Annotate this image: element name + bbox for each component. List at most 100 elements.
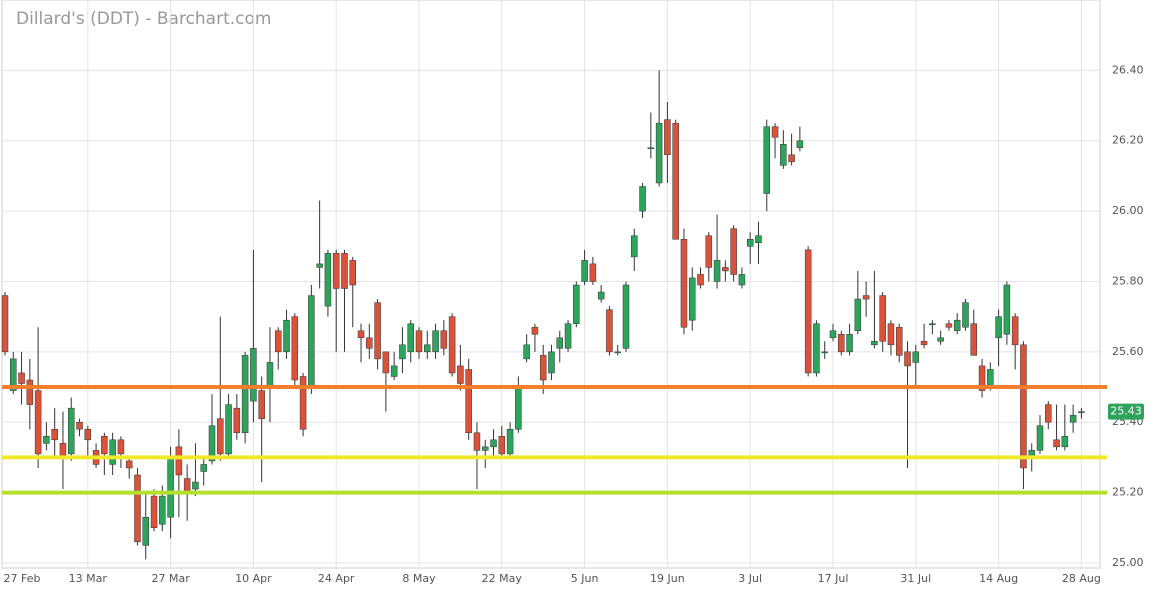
candle-body bbox=[457, 365, 464, 384]
candle-body bbox=[316, 263, 323, 268]
candle-body bbox=[879, 295, 886, 342]
candle-body bbox=[374, 302, 381, 360]
candle-body bbox=[573, 284, 580, 324]
candle-body bbox=[962, 302, 969, 328]
candle-body bbox=[680, 239, 688, 328]
candle-body bbox=[225, 404, 232, 455]
candle-body bbox=[208, 425, 216, 462]
candle-body bbox=[713, 260, 721, 282]
candle-body bbox=[473, 432, 481, 451]
candle-body bbox=[738, 274, 746, 286]
x-tick-label: 27 Mar bbox=[151, 572, 190, 585]
candle-body bbox=[606, 309, 613, 353]
candle-body bbox=[755, 235, 762, 244]
candle-body bbox=[953, 319, 961, 331]
candle-body bbox=[945, 323, 953, 328]
y-tick-label: 26.20 bbox=[1112, 134, 1144, 147]
candle-body bbox=[821, 351, 828, 354]
x-tick-label: 14 Aug bbox=[979, 572, 1018, 585]
candle-body bbox=[871, 341, 878, 346]
candle-body bbox=[26, 379, 34, 405]
x-tick-label: 27 Feb bbox=[4, 572, 41, 585]
y-tick-label: 26.40 bbox=[1112, 63, 1144, 76]
candle-body bbox=[34, 390, 42, 455]
candle-body bbox=[1078, 411, 1085, 413]
candle-body bbox=[366, 337, 373, 349]
candle-body bbox=[175, 446, 183, 476]
x-tick-label: 31 Jul bbox=[900, 572, 931, 585]
candle-body bbox=[862, 295, 870, 300]
candle-body bbox=[697, 274, 704, 286]
candle-body bbox=[43, 436, 50, 444]
candle-body bbox=[746, 239, 754, 247]
candle-body bbox=[970, 323, 978, 356]
candle-body bbox=[448, 316, 456, 374]
last-price-box bbox=[1108, 403, 1144, 420]
x-tick-label: 8 May bbox=[402, 572, 436, 585]
candle-body bbox=[705, 235, 713, 268]
chart-title: Dillard's (DDT) - Barchart.com bbox=[16, 9, 271, 29]
candle-body bbox=[125, 460, 133, 469]
y-tick-label: 25.20 bbox=[1112, 486, 1144, 499]
candle-body bbox=[523, 344, 530, 360]
candle-body bbox=[639, 186, 646, 212]
candle-body bbox=[291, 316, 299, 381]
candle-body bbox=[1053, 439, 1060, 448]
candle-body bbox=[332, 253, 340, 289]
candle-body bbox=[804, 249, 812, 374]
candle-body bbox=[614, 351, 621, 354]
candle-body bbox=[515, 386, 522, 430]
candle-body bbox=[399, 344, 406, 360]
candle-body bbox=[1069, 414, 1077, 423]
candle-body bbox=[780, 144, 787, 166]
candle-body bbox=[266, 362, 274, 388]
x-tick-label: 13 Mar bbox=[69, 572, 108, 585]
candle-body bbox=[564, 323, 572, 349]
candle-body bbox=[498, 436, 506, 455]
candle-body bbox=[217, 418, 224, 455]
candle-body bbox=[581, 260, 588, 282]
candle-body bbox=[987, 369, 994, 388]
candle-body bbox=[192, 481, 199, 490]
candle-body bbox=[134, 474, 141, 543]
candle-body bbox=[548, 351, 555, 374]
candle-body bbox=[1036, 425, 1044, 451]
candle-body bbox=[159, 495, 166, 525]
candle-body bbox=[688, 277, 696, 321]
candle-body bbox=[887, 323, 895, 346]
candle-body bbox=[407, 323, 414, 353]
candle-body bbox=[200, 464, 207, 472]
candle-body bbox=[59, 443, 67, 458]
candle-body bbox=[241, 355, 249, 434]
x-tick-label: 3 Jul bbox=[738, 572, 762, 585]
candle-body bbox=[349, 260, 357, 286]
candle-body bbox=[846, 334, 853, 353]
candle-body bbox=[415, 330, 423, 353]
candle-body bbox=[978, 365, 986, 391]
candle-body bbox=[912, 351, 920, 363]
candle-body bbox=[67, 407, 75, 455]
candle-body bbox=[1003, 284, 1011, 335]
x-tick-label: 22 May bbox=[482, 572, 523, 585]
candle-body bbox=[308, 295, 315, 388]
last-price-label: 25.43 bbox=[1110, 405, 1142, 418]
candle-body bbox=[283, 319, 290, 353]
candle-body bbox=[854, 298, 862, 331]
x-tick-label: 19 Jun bbox=[650, 572, 685, 585]
candle-body bbox=[274, 330, 282, 353]
candle-body bbox=[796, 140, 804, 149]
x-tick-label: 17 Jul bbox=[818, 572, 849, 585]
candle-body bbox=[539, 355, 547, 381]
candle-body bbox=[1, 295, 9, 353]
candle-body bbox=[895, 326, 903, 356]
candle-body bbox=[341, 253, 348, 289]
x-tick-label: 5 Jun bbox=[571, 572, 599, 585]
candle-body bbox=[531, 326, 539, 335]
candle-body bbox=[506, 429, 514, 455]
candle-body bbox=[672, 122, 679, 240]
candle-body bbox=[51, 429, 58, 441]
candle-body bbox=[109, 439, 116, 465]
candle-body bbox=[250, 348, 257, 402]
candle-body bbox=[357, 330, 365, 339]
